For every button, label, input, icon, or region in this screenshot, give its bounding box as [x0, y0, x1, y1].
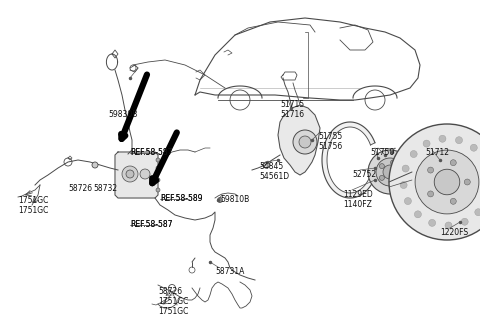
Text: 58731A: 58731A	[215, 267, 244, 276]
Text: 1751GC: 1751GC	[18, 206, 48, 215]
Text: REF.58-587: REF.58-587	[130, 148, 172, 157]
Circle shape	[470, 144, 477, 151]
Text: 1751GC: 1751GC	[158, 307, 188, 316]
Text: 1220FS: 1220FS	[440, 228, 468, 237]
Text: 54561D: 54561D	[259, 172, 289, 181]
Circle shape	[414, 211, 421, 218]
Text: 51715: 51715	[280, 100, 304, 109]
Text: 1751GC: 1751GC	[18, 196, 48, 205]
Circle shape	[400, 182, 407, 188]
Circle shape	[122, 166, 138, 182]
Circle shape	[140, 169, 150, 179]
Circle shape	[429, 219, 436, 226]
Text: 1140FZ: 1140FZ	[343, 200, 372, 209]
Text: 51755: 51755	[318, 132, 342, 141]
Text: 58732: 58732	[93, 184, 117, 193]
Circle shape	[450, 160, 456, 166]
Circle shape	[464, 179, 470, 185]
Text: 51712: 51712	[425, 148, 449, 157]
Circle shape	[397, 169, 403, 175]
Text: REF.58-587: REF.58-587	[130, 220, 172, 229]
Circle shape	[428, 191, 433, 197]
Circle shape	[475, 209, 480, 216]
Circle shape	[217, 197, 223, 203]
Text: REF.58-589: REF.58-589	[160, 194, 203, 203]
Text: 51756: 51756	[318, 142, 342, 151]
Circle shape	[379, 164, 384, 169]
Text: 59810B: 59810B	[220, 195, 249, 204]
Text: REF.58-587: REF.58-587	[130, 148, 172, 157]
Circle shape	[391, 179, 396, 184]
Circle shape	[299, 136, 311, 148]
Text: 58726: 58726	[68, 184, 92, 193]
Text: 51750: 51750	[370, 148, 394, 157]
Text: 52752: 52752	[352, 170, 376, 179]
Text: 51716: 51716	[280, 110, 304, 119]
Circle shape	[439, 135, 446, 142]
Text: 1129ED: 1129ED	[343, 190, 373, 199]
Circle shape	[410, 151, 417, 158]
Circle shape	[156, 178, 160, 182]
Circle shape	[434, 169, 460, 195]
Circle shape	[423, 140, 430, 147]
Circle shape	[456, 137, 463, 144]
Text: 59830B: 59830B	[108, 110, 137, 119]
Circle shape	[461, 218, 468, 225]
Circle shape	[383, 165, 397, 179]
Circle shape	[389, 124, 480, 240]
Circle shape	[293, 130, 317, 154]
Text: REF.58-589: REF.58-589	[160, 194, 203, 203]
Text: 54845: 54845	[259, 162, 283, 171]
Circle shape	[415, 150, 479, 214]
Circle shape	[428, 167, 433, 173]
Polygon shape	[115, 152, 158, 198]
Circle shape	[376, 158, 404, 186]
Circle shape	[379, 175, 384, 180]
Circle shape	[156, 188, 160, 192]
Circle shape	[368, 150, 412, 194]
Polygon shape	[322, 122, 375, 198]
Text: 1751GC: 1751GC	[158, 297, 188, 306]
Circle shape	[126, 170, 134, 178]
Circle shape	[450, 198, 456, 204]
Circle shape	[391, 160, 396, 165]
Circle shape	[402, 165, 409, 172]
Polygon shape	[278, 105, 320, 175]
Circle shape	[156, 158, 160, 162]
Circle shape	[156, 166, 160, 170]
Text: 58726: 58726	[158, 287, 182, 296]
Text: REF.58-587: REF.58-587	[130, 220, 172, 229]
Circle shape	[405, 197, 411, 204]
Circle shape	[445, 222, 452, 229]
Circle shape	[92, 162, 98, 168]
